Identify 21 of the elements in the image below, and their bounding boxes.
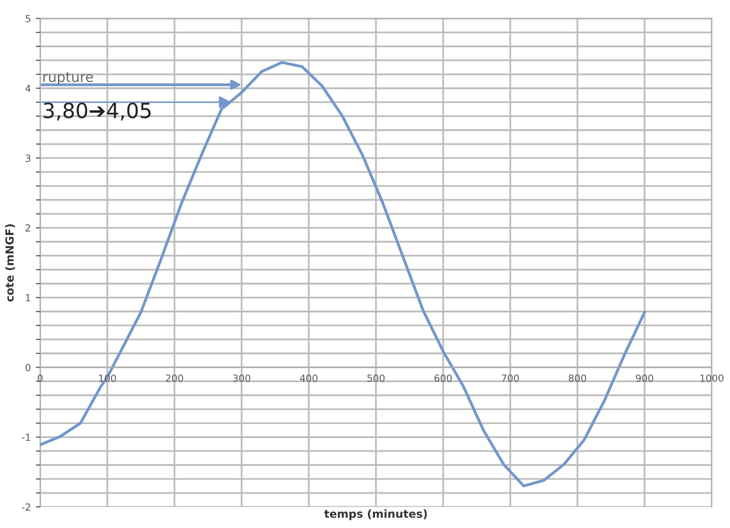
x-tick-label: 400 bbox=[300, 374, 318, 382]
y-tick-label: 1 bbox=[26, 294, 30, 302]
y-tick-label: 0 bbox=[26, 364, 30, 372]
x-tick-label: 500 bbox=[367, 374, 385, 382]
annotation: rupture bbox=[43, 72, 93, 85]
y-tick-label: 2 bbox=[26, 224, 30, 232]
x-tick-label: 200 bbox=[166, 374, 184, 382]
x-tick-label: 700 bbox=[502, 374, 519, 382]
x-axis-title: temps (minutes) bbox=[324, 509, 427, 520]
x-tick-label: 300 bbox=[233, 374, 250, 382]
y-tick-label: -2 bbox=[22, 503, 30, 511]
y-tick-label: -1 bbox=[22, 434, 30, 441]
y-tick-label: 5 bbox=[26, 15, 30, 22]
x-tick-label: 800 bbox=[568, 374, 586, 382]
x-tick-label: 1000 bbox=[700, 374, 724, 382]
x-tick-label: 600 bbox=[434, 374, 452, 382]
y-axis-title: cote (mNGF) bbox=[5, 224, 16, 302]
y-tick-label: 3 bbox=[26, 154, 30, 162]
annotation: 3,80➔4,05 bbox=[44, 102, 151, 120]
x-tick-label: 900 bbox=[636, 374, 654, 382]
y-tick-label: 4 bbox=[25, 84, 31, 92]
